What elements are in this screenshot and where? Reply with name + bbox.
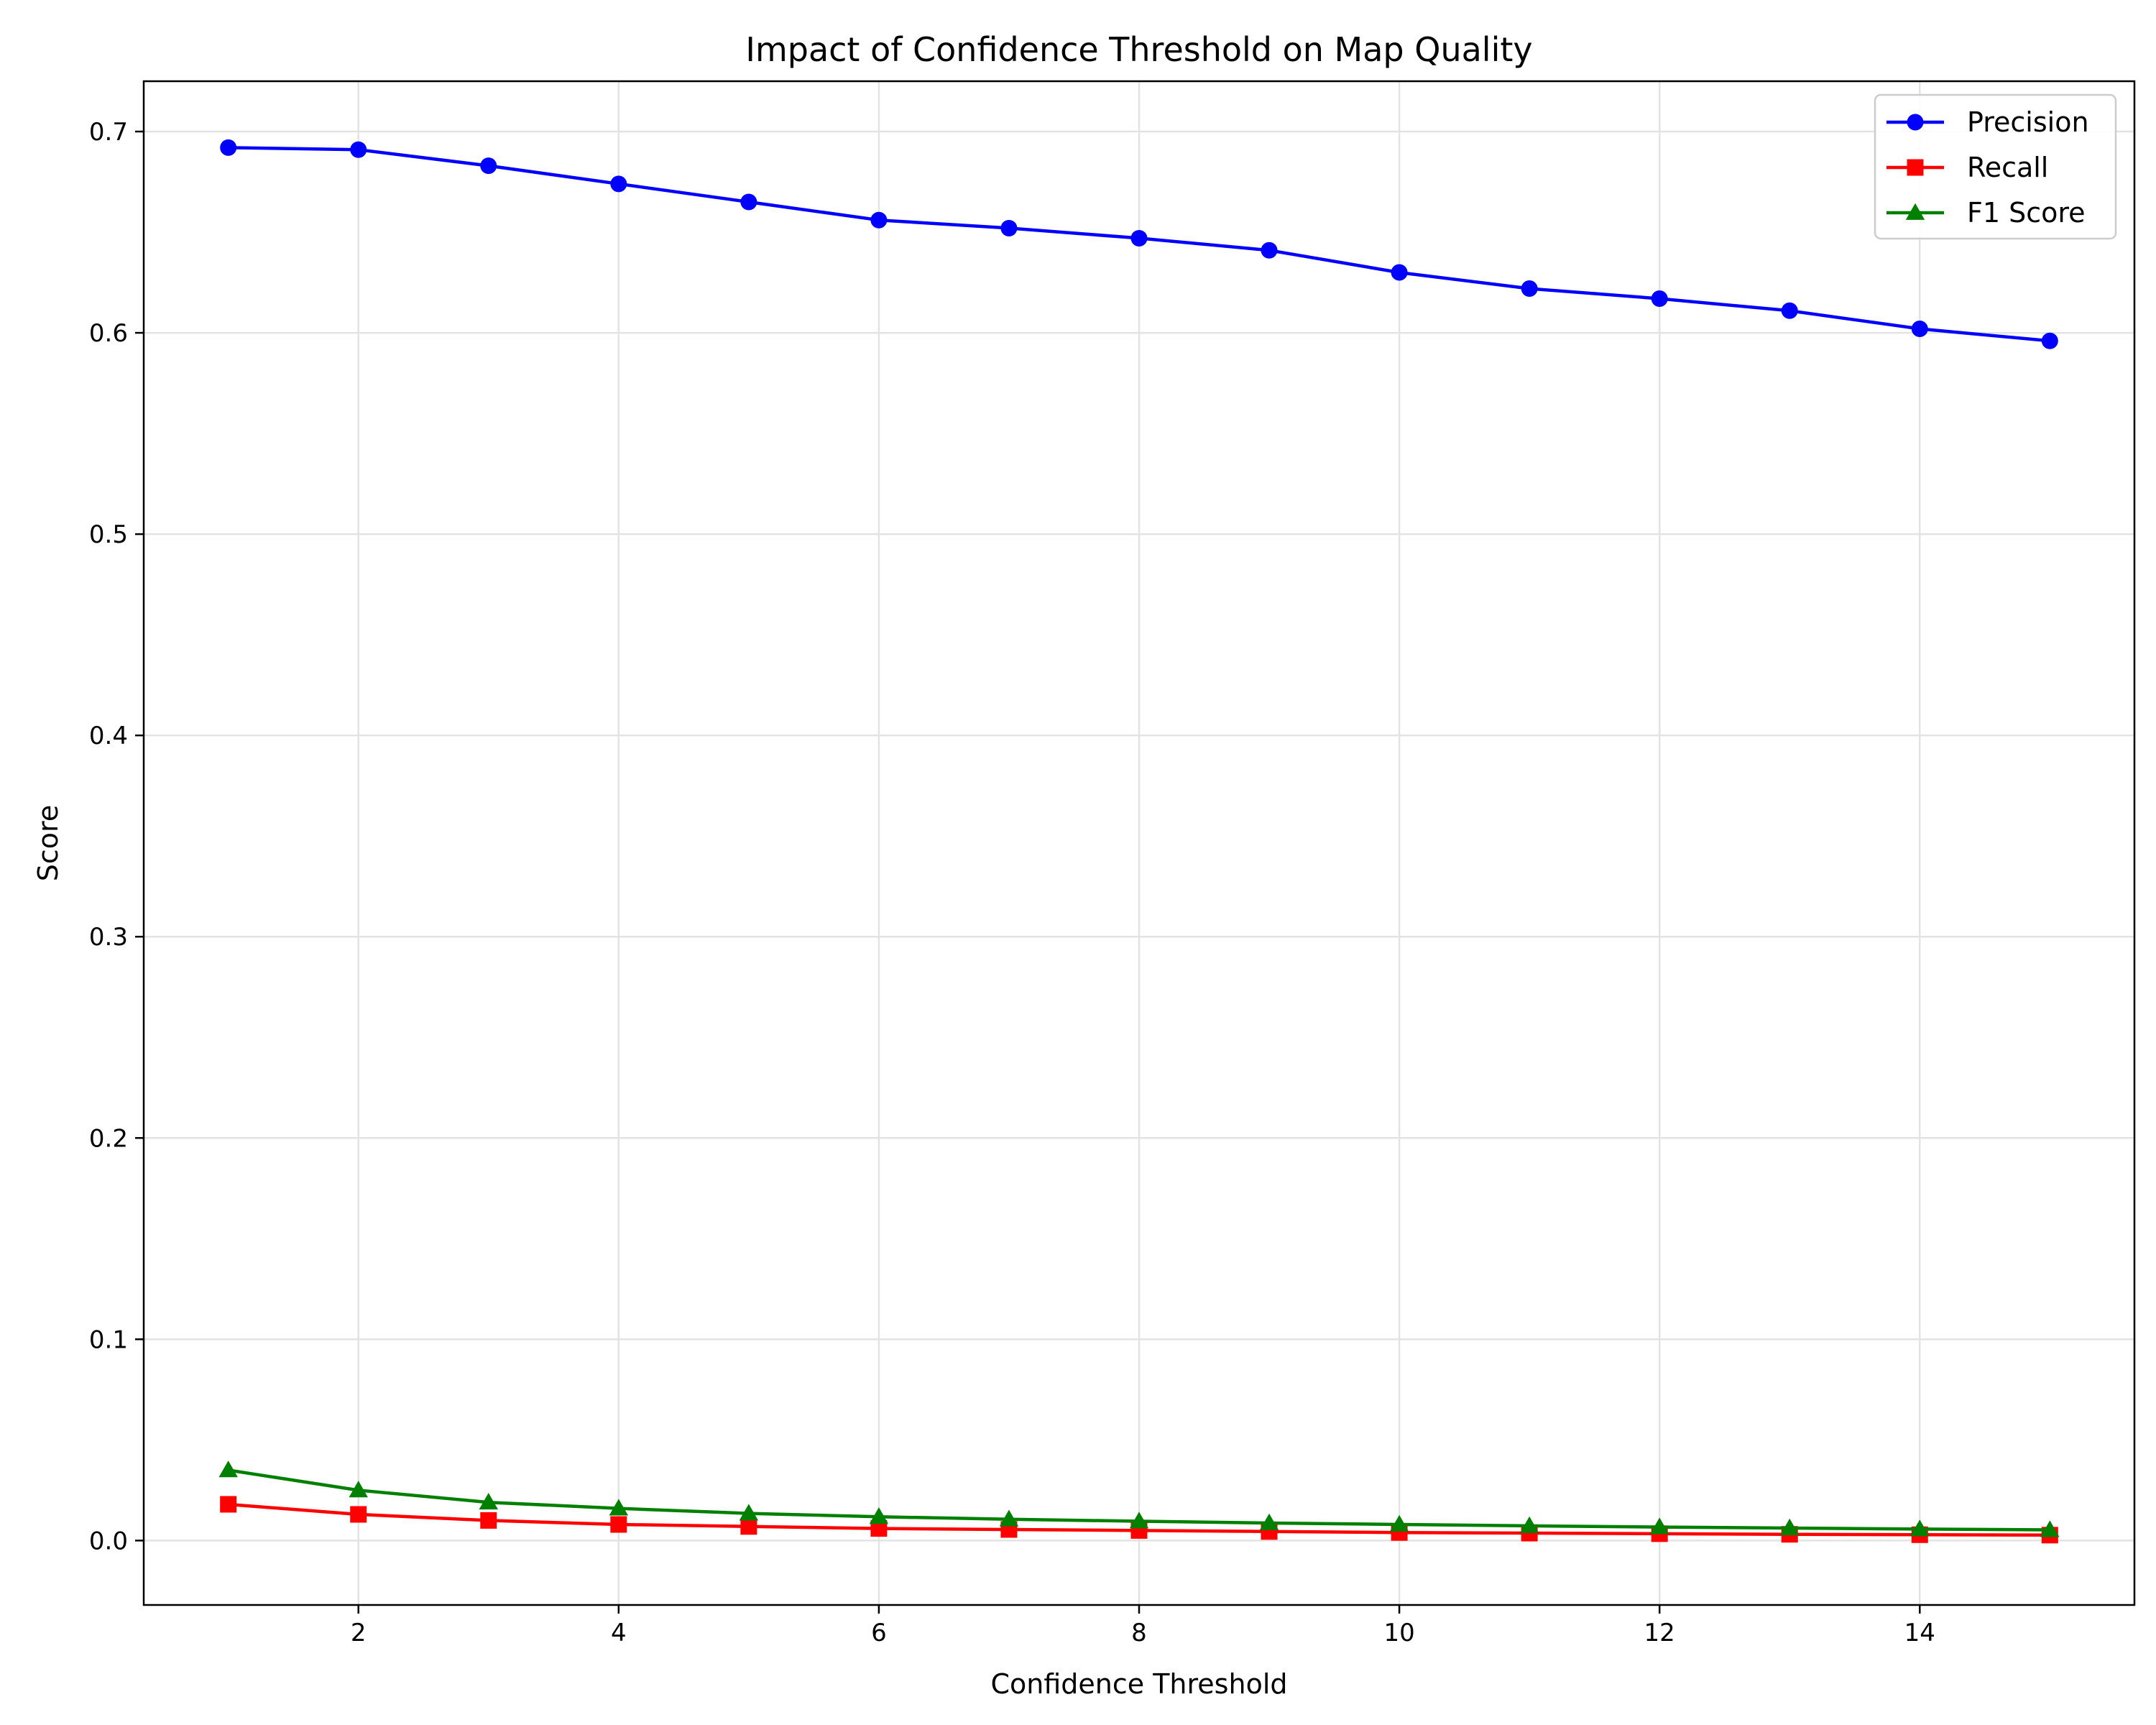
y-axis-ticks: 0.0 0.1 0.2 0.3 0.4 0.5 0.6 0.7 (89, 118, 144, 1555)
precision-point (1521, 280, 1538, 297)
f1-score-point (869, 1507, 889, 1524)
precision-point (610, 175, 627, 193)
x-tick-label: 14 (1904, 1619, 1935, 1647)
x-axis-ticks: 2 4 6 8 10 12 14 (351, 1605, 1935, 1647)
y-tick-label: 0.2 (89, 1124, 128, 1153)
series-layer (218, 139, 2060, 1544)
legend-marker (1907, 159, 1924, 176)
x-axis-label: Confidence Threshold (990, 1668, 1287, 1700)
y-tick-label: 0.0 (89, 1527, 128, 1555)
f1-score-point (999, 1509, 1019, 1527)
legend-marker (1907, 114, 1924, 131)
precision-point (1781, 302, 1798, 319)
chart-title: Impact of Confidence Threshold on Map Qu… (745, 30, 1532, 69)
f1-score-point (1129, 1512, 1149, 1529)
recall-point (350, 1506, 367, 1523)
series-f1-score (218, 1460, 2060, 1537)
f1-score-point (218, 1460, 238, 1478)
x-tick-label: 8 (1131, 1619, 1147, 1647)
precision-point (2041, 332, 2058, 349)
y-tick-label: 0.7 (89, 118, 128, 147)
x-tick-label: 12 (1644, 1619, 1675, 1647)
f1-score-point (2040, 1520, 2060, 1537)
y-tick-label: 0.5 (89, 520, 128, 549)
precision-point (480, 157, 497, 175)
precision-point (1130, 229, 1148, 247)
recall-point (740, 1518, 757, 1535)
legend-label: F1 Score (1967, 197, 2086, 229)
f1-score-point (1259, 1513, 1279, 1530)
precision-point (1000, 219, 1018, 236)
recall-point (220, 1496, 237, 1513)
f1-score-point (349, 1481, 368, 1498)
x-tick-label: 2 (351, 1619, 367, 1647)
recall-point (610, 1516, 627, 1533)
precision-point (1911, 320, 1928, 337)
legend-marker (1905, 203, 1925, 220)
y-tick-label: 0.1 (89, 1325, 128, 1354)
f1-score-point (1780, 1518, 1800, 1535)
x-tick-label: 10 (1383, 1619, 1414, 1647)
y-tick-label: 0.3 (89, 923, 128, 952)
series-precision (220, 139, 2058, 349)
f1-score-point (1910, 1519, 1930, 1537)
f1-score-point (609, 1499, 629, 1516)
f1-score-point (1389, 1514, 1409, 1532)
y-tick-label: 0.4 (89, 722, 128, 750)
precision-point (1261, 242, 1278, 259)
y-tick-label: 0.6 (89, 319, 128, 348)
precision-point (1651, 290, 1668, 307)
grid-lines (144, 81, 2134, 1605)
recall-point (480, 1512, 497, 1529)
legend-label: Precision (1967, 106, 2089, 138)
legend-item-f1-score: F1 Score (1886, 197, 2086, 229)
x-tick-label: 6 (871, 1619, 887, 1647)
precision-point (220, 139, 237, 156)
recall-point (870, 1520, 888, 1537)
legend-item-recall: Recall (1886, 152, 2048, 183)
precision-point (870, 211, 888, 229)
x-tick-label: 4 (611, 1619, 627, 1647)
precision-point (350, 141, 367, 158)
legend-item-precision: Precision (1886, 106, 2089, 138)
y-axis-label: Score (32, 805, 64, 881)
f1-score-point (1519, 1516, 1539, 1533)
legend-label: Recall (1967, 152, 2048, 183)
f1-score-point (739, 1504, 759, 1521)
legend: Precision Recall F1 Score (1874, 93, 2117, 240)
precision-point (740, 193, 757, 211)
legend-box (1874, 93, 2117, 240)
f1-score-point (1649, 1517, 1669, 1535)
precision-point (1391, 264, 1408, 281)
f1-score-point (479, 1492, 498, 1510)
